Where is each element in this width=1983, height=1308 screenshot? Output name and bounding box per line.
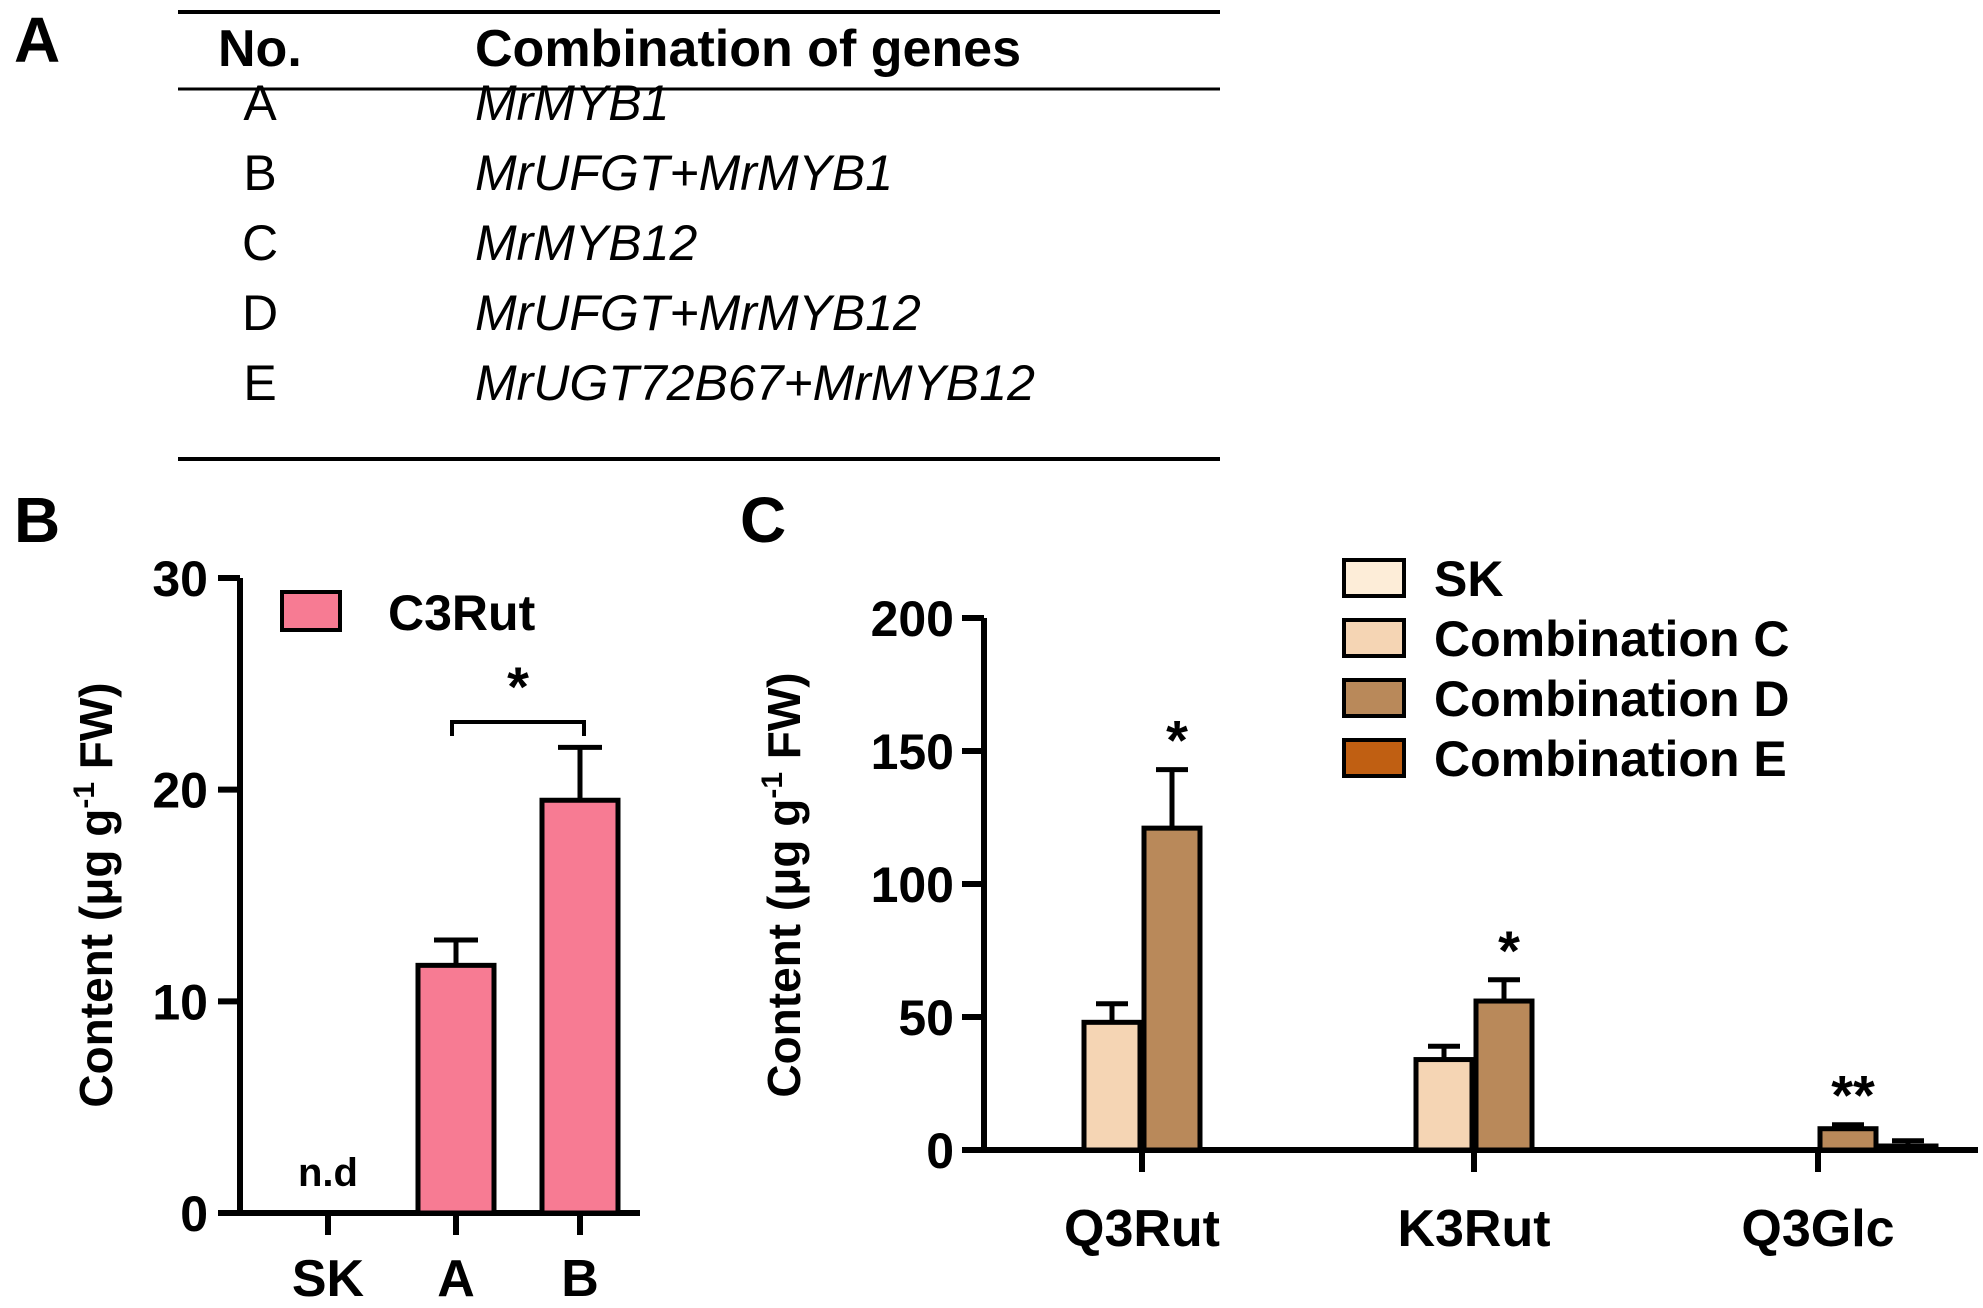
table-rows: A MrMYB1 B MrUFGT+MrMYB1 C MrMYB12 D MrUFGT+MrM… bbox=[242, 75, 1035, 411]
bar-q3glc-combination-d bbox=[1817, 1126, 1879, 1153]
bar-k3rut-combination-d bbox=[1473, 998, 1535, 1153]
significance-star: * bbox=[507, 655, 529, 718]
y-axis-label: Content (μg g-1 FW) bbox=[68, 682, 122, 1107]
bar-a bbox=[415, 962, 497, 1216]
legend-swatch-combination-e bbox=[1342, 738, 1406, 778]
legend-label-sk: SK bbox=[1434, 551, 1503, 607]
x-tick-label: SK bbox=[292, 1250, 365, 1308]
panel-label-b: B bbox=[14, 484, 60, 556]
panel-label-c: C bbox=[740, 484, 786, 556]
table-cell-no: B bbox=[243, 145, 276, 201]
significance-star: ** bbox=[1831, 1064, 1875, 1127]
y-tick-label: 200 bbox=[871, 591, 954, 647]
table-header-no: No. bbox=[218, 20, 302, 78]
y-tick-label: 50 bbox=[898, 990, 954, 1046]
legend-label-combination-c: Combination C bbox=[1434, 611, 1790, 667]
x-tick-label: K3Rut bbox=[1397, 1200, 1550, 1258]
significance-star: * bbox=[1166, 709, 1188, 772]
x-tick-label: Q3Rut bbox=[1064, 1200, 1220, 1258]
table-cell-no: D bbox=[242, 285, 278, 341]
legend-swatch-combination-c bbox=[1342, 618, 1406, 658]
table-cell-genes: MrMYB12 bbox=[475, 215, 697, 271]
x-tick-label: Q3Glc bbox=[1741, 1200, 1894, 1258]
legend-swatch-combination-d bbox=[1342, 678, 1406, 718]
y-tick-label: 0 bbox=[926, 1123, 954, 1179]
not-detected-label: n.d bbox=[298, 1151, 358, 1195]
bar-q3rut-combination-d bbox=[1141, 825, 1203, 1153]
table-cell-genes: MrUFGT+MrMYB1 bbox=[475, 145, 893, 201]
x-tick-label: B bbox=[561, 1250, 599, 1308]
table-cell-genes: MrUFGT+MrMYB12 bbox=[475, 285, 921, 341]
y-axis-label: Content (μg g-1 FW) bbox=[756, 672, 810, 1097]
bar-q3rut-combination-c bbox=[1081, 1019, 1143, 1153]
bar-q3glc-combination-e bbox=[1877, 1143, 1939, 1153]
gene-combination-table: No. Combination of genes A MrMYB1 B MrUFGT+… bbox=[178, 10, 1220, 461]
panel-label-a: A bbox=[14, 4, 60, 76]
table-cell-no: E bbox=[243, 355, 276, 411]
table-cell-genes: MrMYB1 bbox=[475, 75, 669, 131]
y-tick-label: 100 bbox=[871, 857, 954, 913]
legend-label-c3rut: C3Rut bbox=[388, 585, 536, 641]
y-tick-label: 0 bbox=[180, 1186, 208, 1242]
legend-label-combination-e: Combination E bbox=[1434, 731, 1787, 787]
legend-label-combination-d: Combination D bbox=[1434, 671, 1790, 727]
table-header-genes: Combination of genes bbox=[475, 20, 1021, 78]
table-cell-genes: MrUGT72B67+MrMYB12 bbox=[475, 355, 1035, 411]
legend-swatch-c3rut bbox=[280, 590, 342, 632]
y-tick-label: 10 bbox=[152, 974, 208, 1030]
table-cell-no: A bbox=[243, 75, 277, 131]
y-tick-label: 20 bbox=[152, 763, 208, 819]
chart-c: 0 50 100 150 200 Content (μg g-1 FW) Q3Rut K3Ru… bbox=[756, 551, 1978, 1258]
significance-star: * bbox=[1498, 919, 1520, 982]
significance-bracket bbox=[450, 720, 586, 736]
chart-b: 0 10 20 30 Content (μg g-1 FW) SK A Bn.d * C3Rut bbox=[68, 551, 640, 1308]
legend-swatch-sk bbox=[1342, 558, 1406, 598]
y-tick-label: 150 bbox=[871, 724, 954, 780]
bar-b bbox=[539, 797, 621, 1216]
y-tick-label: 30 bbox=[152, 551, 208, 607]
bar-k3rut-combination-c bbox=[1413, 1057, 1475, 1153]
table-cell-no: C bbox=[242, 215, 278, 271]
x-tick-label: A bbox=[437, 1250, 475, 1308]
